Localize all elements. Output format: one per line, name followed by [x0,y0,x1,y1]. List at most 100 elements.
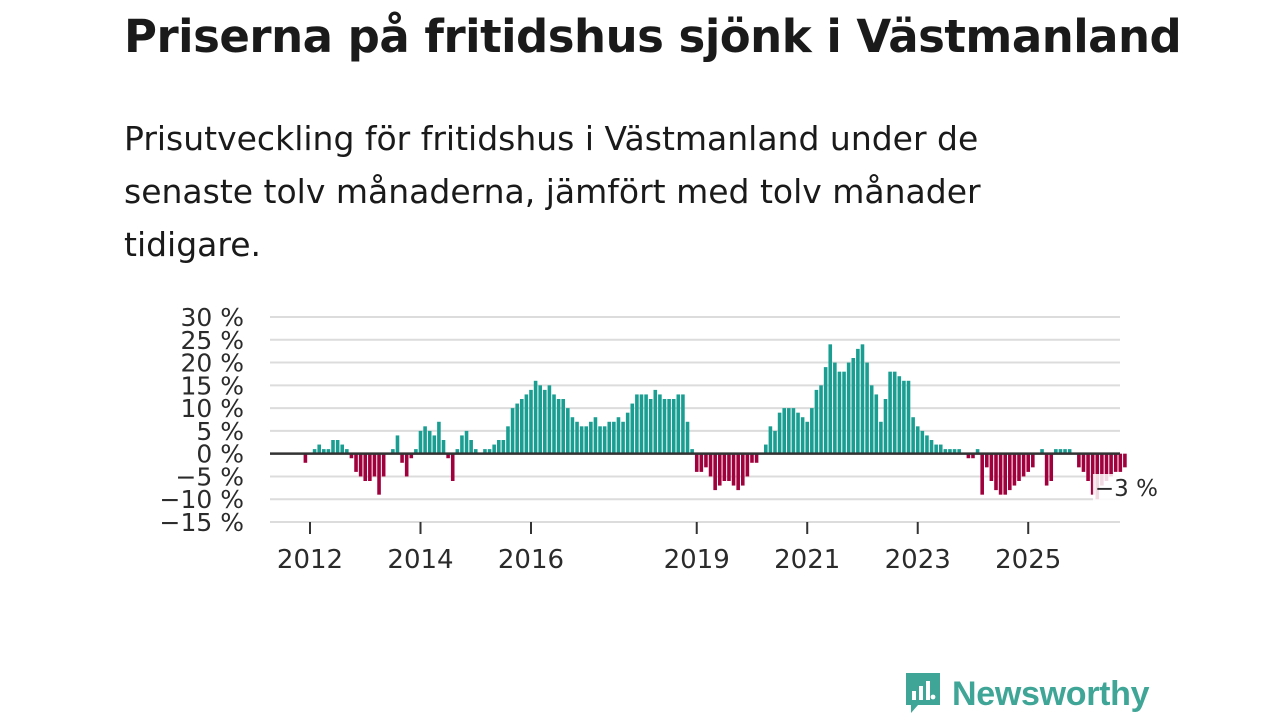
bar [432,435,437,454]
bar [602,426,607,454]
bar [598,426,602,454]
y-tick-label: 30 % [180,303,244,332]
bar [787,408,791,454]
bar [423,426,427,454]
y-tick-label: 25 % [180,326,244,355]
bar [740,453,745,486]
bar [630,403,635,454]
bar [533,380,538,454]
bar [1113,453,1118,472]
bar [685,421,690,454]
bar [455,449,460,454]
bar [579,426,584,454]
bar [980,453,984,495]
bar [671,399,676,454]
x-tick-label: 2025 [995,545,1061,575]
bar [1100,453,1104,486]
chart-title: Priserna på fritidshus sjönk i Västmanla… [124,10,1182,63]
bar [1026,453,1031,472]
bar [487,449,492,454]
gridlines [270,316,1120,523]
bar [851,358,856,454]
bar [984,453,989,468]
bar [492,444,496,454]
bar [819,385,823,454]
bar [925,435,929,454]
bar [704,453,708,468]
y-tick-label: 0 % [196,440,244,469]
bar [519,399,524,454]
annotation-bg [1092,474,1159,502]
bar [823,367,828,454]
y-tick-label: −10 % [160,485,244,514]
bar [612,421,616,454]
bar [920,430,925,454]
bar [708,453,713,477]
bar [450,453,455,481]
bar [874,394,879,454]
bar [902,380,906,454]
bar [496,440,501,454]
y-axis-labels: 30 %25 %20 %15 %10 %5 %0 %−5 %−10 %−15 % [160,303,244,537]
bar [777,412,782,454]
bar [1054,449,1058,454]
bar [483,449,487,454]
bar [690,449,694,454]
bar [846,362,851,454]
bar [994,453,998,491]
bar [1067,449,1072,454]
x-tick-label: 2016 [498,545,564,575]
bar [501,440,506,454]
bar [312,449,317,454]
bar [340,444,345,454]
bar [326,449,331,454]
bar [717,453,722,486]
bar [929,440,934,454]
bar [377,453,381,495]
bar [667,399,671,454]
bar [828,344,833,454]
bar [966,453,971,459]
bar [331,440,335,454]
bar [1104,453,1109,481]
bar [368,453,372,481]
bar [473,449,478,454]
bar [869,385,874,454]
bar [1090,453,1095,495]
bar [644,394,648,454]
bar [635,394,639,454]
bar [1031,453,1035,468]
bar [1081,453,1086,472]
bar [754,453,759,463]
y-tick-label: 10 % [180,394,244,423]
bar [409,453,414,459]
bar [372,453,377,477]
bar [805,421,810,454]
bar [446,453,450,459]
bar [547,385,552,454]
bar [593,417,598,454]
bar [892,371,897,454]
bar [621,421,625,454]
bar [543,389,547,454]
bar [833,362,837,454]
bar [441,440,446,454]
bar [460,435,464,454]
bar [584,426,589,454]
y-tick-label: 15 % [180,371,244,400]
bar [860,344,865,454]
bar [1044,453,1049,486]
bar [639,394,644,454]
bar [814,389,819,454]
bar [561,399,566,454]
y-tick-label: −5 % [175,462,244,491]
bar [552,394,556,454]
bar [713,453,717,491]
x-tick-label: 2023 [885,545,951,575]
newsworthy-logo-icon [906,673,940,713]
bar [1003,453,1007,495]
x-tick-label: 2019 [664,545,730,575]
bar [938,444,943,454]
bar [418,430,423,454]
bar [971,453,975,459]
